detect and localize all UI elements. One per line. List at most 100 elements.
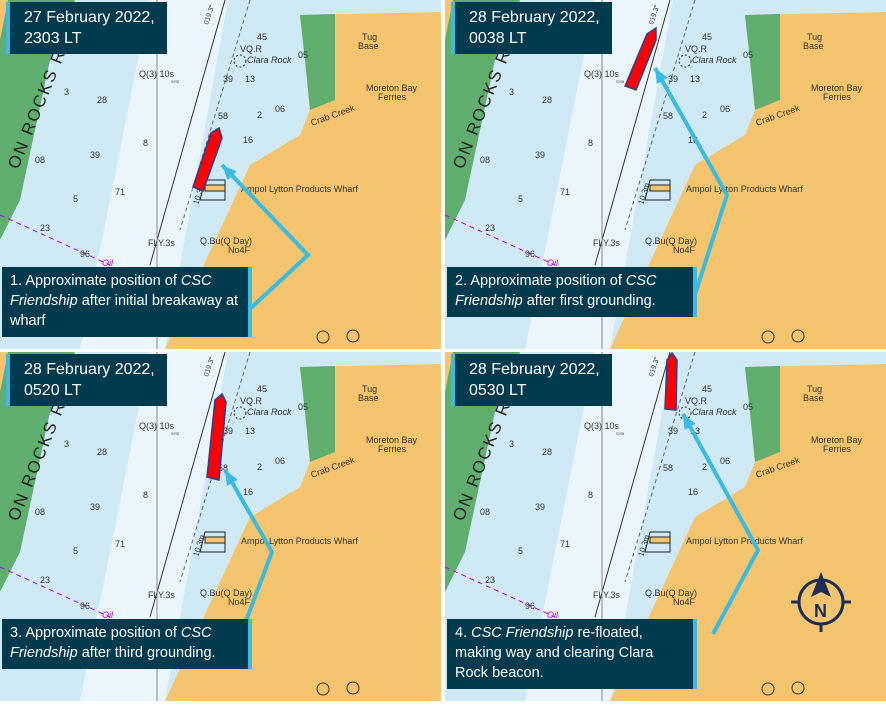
timestamp-box: 28 February 2022, 0520 LT [6,354,167,406]
map-label: 06 [720,456,730,466]
pipeline [445,214,556,266]
map-label: 3 [509,87,514,97]
map-label: Tug [362,384,377,394]
shore-vegetation [0,352,75,592]
svg-text:N: N [814,601,827,621]
map-label: Q(3) 10s [139,69,175,79]
ship-name: CSC Friendship [471,625,574,641]
wharf-structure [644,531,671,553]
ship-position-marker [664,352,678,411]
timestamp-box: 27 February 2022, 2303 LT [6,2,167,54]
map-label: Clara Rock [692,407,737,417]
map-label: 45 [702,384,712,394]
time-text: 0520 LT [24,382,82,399]
map-label: 5 [73,546,78,556]
map-label: 16 [243,135,253,145]
map-label: Fl.Y.3s [593,590,620,600]
rock-icon [233,54,247,68]
map-label: 3 [64,87,69,97]
channel-line [594,0,671,266]
channel [80,0,228,349]
map-label: Ampol Lytton Products Wharf [241,184,358,194]
map-label: 16 [688,487,698,497]
map-label: Oil [102,610,114,620]
date-text: 27 February 2022, [24,9,155,26]
map-label: Oil [547,610,559,620]
map-label: 5 [518,194,523,204]
map-label: Tug [807,32,822,42]
map-label: 96 [525,601,535,611]
ship-position-marker [206,392,227,481]
map-label: SYB [616,79,624,84]
map-label: 13 [245,426,255,436]
map-label: SYB [616,431,624,436]
map-label: Base [358,41,379,51]
caption-text: after third grounding. [77,645,216,661]
map-label: 13 [690,74,700,84]
map-panel-4: Tug Base Moreton Bay Ferries Crab Creek Am… [445,352,886,701]
time-text: 2303 LT [24,30,82,47]
shore-vegetation [745,366,780,462]
ship-position-marker [624,26,657,91]
map-label: VQ.R [685,44,708,54]
map-label: Moreton Bay [366,435,418,445]
land [165,12,441,349]
map-label: 58 [663,463,673,473]
map-label: Moreton Bay [366,83,418,93]
map-label: VQ.R [240,396,263,406]
date-text: 28 February 2022, [24,361,155,378]
arrowhead [222,165,237,180]
map-label: 2 [702,462,707,472]
map-label: Fl.Y.3s [148,238,175,248]
land [610,12,886,349]
arrowhead [225,470,238,486]
map-label: Base [803,393,824,403]
shore-vegetation [445,0,520,240]
map-label: Oil [102,258,114,268]
timestamp-box: 28 February 2022, 0038 LT [451,2,612,54]
channel [80,352,228,701]
map-label: 45 [702,32,712,42]
map-label: Clara Rock [247,55,292,65]
map-label: Moreton Bay [811,83,863,93]
map-label: 96 [80,601,90,611]
map-panel-1: Tug Base Moreton Bay Ferries Crab Creek Am… [0,0,441,349]
map-label: 58 [218,111,228,121]
map-label: 39 [668,426,678,436]
caption-box: 2. Approximate position of CSC Friendshi… [447,267,697,317]
map-label: 13 [245,74,255,84]
shore-vegetation [745,14,780,110]
caption-box: 3. Approximate position of CSC Friendshi… [2,619,252,669]
map-label: 28 [97,95,107,105]
caption-text: 4. [455,625,472,641]
rock-icon [678,54,692,68]
date-text: 28 February 2022, [469,9,600,26]
map-panel-3: Tug Base Moreton Bay Ferries Crab Creek Am… [0,352,441,701]
shore-vegetation [0,0,75,240]
map-label: SYB [171,79,179,84]
caption-text: after initial breakaway at wharf [10,293,239,329]
map-panel-2: Tug Base Moreton Bay Ferries Crab Creek Am… [445,0,886,349]
land [165,364,441,701]
timestamp-box: 28 February 2022, 0530 LT [451,354,612,406]
tank-icon [316,330,330,344]
ship-name: CSC Friendship [10,273,212,309]
map-label: Q(3) 10s [584,69,620,79]
map-label: Q.Bu(Q Day) [645,236,697,246]
arrowhead [655,68,668,84]
map-label: Ferries [823,444,852,454]
map-label: No4F [228,245,251,255]
map-label: 39 [223,426,233,436]
map-label: 28 [97,447,107,457]
map-label: 39 [668,74,678,84]
north-arrow-compass-icon: N [791,572,851,632]
map-label: Q(3) 10s [139,421,175,431]
map-label: 2 [257,462,262,472]
map-label: 8 [588,490,593,500]
map-label: 45 [257,384,267,394]
tank-icon [761,682,775,696]
wharf-structure [199,531,226,553]
wharf [204,184,226,192]
tank-icon [346,329,360,343]
dredged-limit [624,0,696,231]
